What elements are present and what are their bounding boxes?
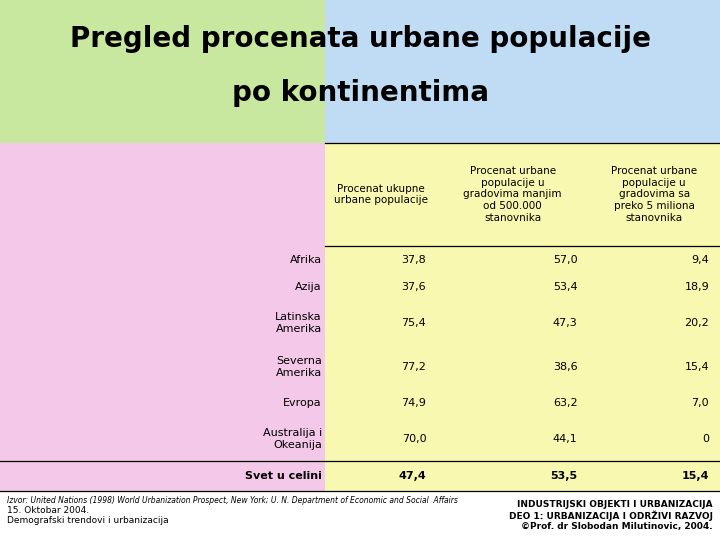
Text: Procenat ukupne
urbane populacije: Procenat ukupne urbane populacije bbox=[334, 184, 428, 205]
Text: 20,2: 20,2 bbox=[685, 318, 709, 328]
Text: Azija: Azija bbox=[295, 282, 322, 292]
Text: Izvor: United Nations (1998) World Urbanization Prospect, New York; U. N. Depart: Izvor: United Nations (1998) World Urban… bbox=[7, 496, 458, 505]
Text: 53,5: 53,5 bbox=[550, 471, 577, 481]
Text: po kontinentima: po kontinentima bbox=[232, 79, 488, 107]
Text: Procenat urbane
populacije u
gradovima manjim
od 500.000
stanovnika: Procenat urbane populacije u gradovima m… bbox=[464, 166, 562, 222]
Text: Severna
Amerika: Severna Amerika bbox=[276, 356, 322, 378]
Text: INDUSTRIJSKI OBJEKTI I URBANIZACIJA
DEO 1: URBANIZACIJA I ODRŽIVI RAZVOJ
©Prof. : INDUSTRIJSKI OBJEKTI I URBANIZACIJA DEO … bbox=[509, 500, 713, 531]
Text: 47,3: 47,3 bbox=[553, 318, 577, 328]
Text: 0: 0 bbox=[702, 434, 709, 444]
Bar bbox=[0, 143, 325, 491]
Text: Pregled procenata urbane populacije: Pregled procenata urbane populacije bbox=[70, 25, 650, 53]
Text: 38,6: 38,6 bbox=[553, 362, 577, 372]
Text: 63,2: 63,2 bbox=[553, 398, 577, 408]
Text: 75,4: 75,4 bbox=[402, 318, 426, 328]
Text: 15. Oktobar 2004.
Demografski trendovi i urbanizacija: 15. Oktobar 2004. Demografski trendovi i… bbox=[7, 506, 168, 525]
Text: 37,6: 37,6 bbox=[402, 282, 426, 292]
Text: 15,4: 15,4 bbox=[682, 471, 709, 481]
Text: 7,0: 7,0 bbox=[692, 398, 709, 408]
Text: Procenat urbane
populacije u
gradovima sa
preko 5 miliona
stanovnika: Procenat urbane populacije u gradovima s… bbox=[611, 166, 697, 222]
Text: 18,9: 18,9 bbox=[685, 282, 709, 292]
Text: 37,8: 37,8 bbox=[402, 254, 426, 265]
Text: 15,4: 15,4 bbox=[685, 362, 709, 372]
Text: Afrika: Afrika bbox=[289, 254, 322, 265]
Bar bbox=[325, 143, 720, 491]
Text: 53,4: 53,4 bbox=[553, 282, 577, 292]
Text: 44,1: 44,1 bbox=[553, 434, 577, 444]
Text: Australija i
Okeanija: Australija i Okeanija bbox=[263, 428, 322, 450]
Bar bbox=[0, 0, 325, 143]
Text: Svet u celini: Svet u celini bbox=[245, 471, 322, 481]
Text: 74,9: 74,9 bbox=[401, 398, 426, 408]
Text: 47,4: 47,4 bbox=[398, 471, 426, 481]
Text: 77,2: 77,2 bbox=[401, 362, 426, 372]
Text: 70,0: 70,0 bbox=[402, 434, 426, 444]
Text: Latinska
Amerika: Latinska Amerika bbox=[275, 312, 322, 334]
Text: Evropa: Evropa bbox=[283, 398, 322, 408]
Text: 57,0: 57,0 bbox=[553, 254, 577, 265]
Text: 9,4: 9,4 bbox=[691, 254, 709, 265]
Bar bbox=[325, 0, 720, 143]
